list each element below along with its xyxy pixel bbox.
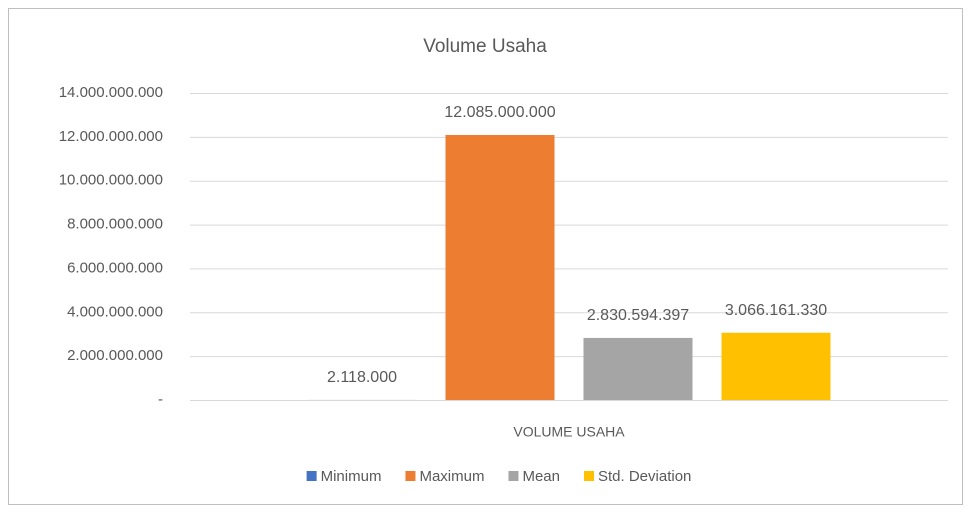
y-tick-label: 14.000.000.000 (59, 84, 163, 101)
data-label: 3.066.161.330 (725, 302, 827, 319)
data-label: 12.085.000.000 (444, 104, 555, 121)
y-tick-label: 8.000.000.000 (67, 216, 163, 233)
legend-swatch (306, 471, 317, 481)
chart-title: Volume Usaha (423, 36, 547, 57)
legend-swatch (508, 471, 519, 481)
legend-swatch (584, 471, 594, 481)
legend-label: Minimum (321, 468, 382, 485)
bar (445, 134, 555, 400)
x-tick-label: VOLUME USAHA (513, 424, 625, 440)
y-tick-label: 6.000.000.000 (67, 259, 163, 276)
y-tick-label: 10.000.000.000 (59, 172, 163, 189)
bar (583, 337, 693, 400)
y-tick-label: 4.000.000.000 (67, 303, 163, 320)
legend-swatch (405, 471, 416, 481)
y-tick-label: 12.000.000.000 (59, 128, 163, 145)
y-tick-label: 2.000.000.000 (67, 347, 163, 364)
y-tick-label: - (158, 391, 163, 408)
legend-label: Std. Deviation (598, 468, 691, 485)
legend-label: Mean (522, 468, 560, 485)
bar (721, 332, 831, 400)
data-label: 2.118.000 (327, 369, 397, 386)
legend-label: Maximum (419, 468, 484, 485)
data-label: 2.830.594.397 (587, 307, 689, 324)
